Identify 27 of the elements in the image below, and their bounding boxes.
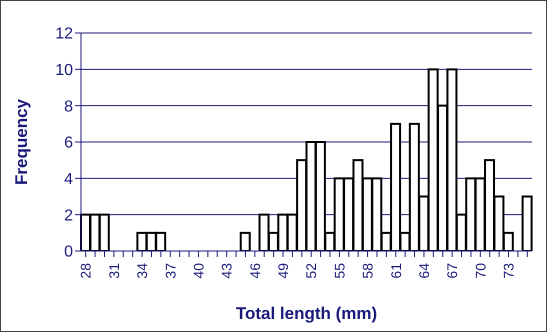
bar	[522, 196, 533, 251]
x-tick-label: 37	[162, 262, 178, 279]
bar	[240, 232, 251, 251]
y-axis-title: Frequency	[12, 98, 32, 185]
x-tick-label: 58	[360, 262, 376, 279]
y-tick-label: 0	[64, 244, 74, 261]
x-tick-label: 64	[416, 262, 432, 279]
x-tick-label: 34	[134, 262, 150, 279]
x-tick-label: 40	[190, 262, 206, 279]
x-tick-label: 28	[78, 262, 94, 279]
x-tick-label: 70	[472, 262, 488, 279]
y-tick-label: 4	[64, 171, 74, 188]
x-tick-label: 43	[218, 262, 235, 279]
x-tick-label: 52	[303, 262, 320, 279]
x-tick-label: 73	[500, 262, 517, 279]
x-tick-label: 49	[275, 262, 292, 279]
y-tick-label: 8	[64, 98, 74, 116]
x-axis-title: Total length (mm)	[236, 304, 378, 323]
y-tick-label: 12	[55, 26, 74, 43]
x-tick-label: 61	[388, 262, 404, 279]
y-tick-label: 10	[55, 62, 74, 80]
x-tick-label: 31	[106, 262, 122, 279]
x-tick-label: 46	[246, 262, 263, 279]
y-tick-label: 2	[64, 207, 74, 224]
x-tick-label: 55	[331, 262, 348, 279]
y-tick-label: 6	[64, 134, 74, 152]
x-tick-label: 67	[444, 262, 460, 279]
